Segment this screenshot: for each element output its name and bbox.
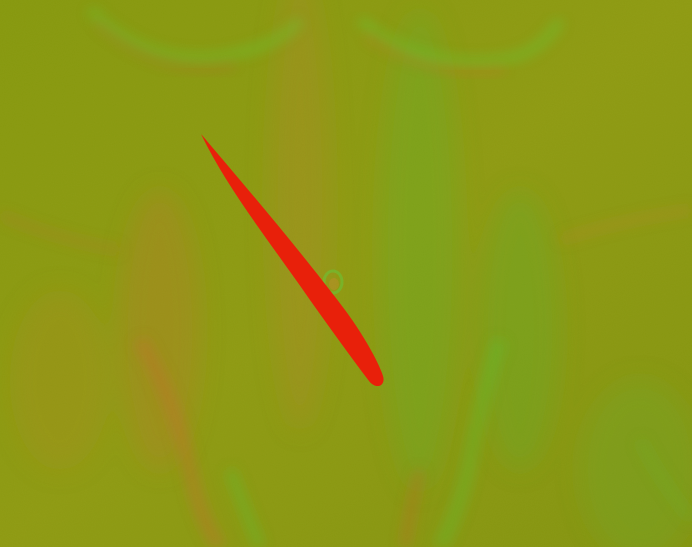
incision-mark [201, 134, 384, 387]
